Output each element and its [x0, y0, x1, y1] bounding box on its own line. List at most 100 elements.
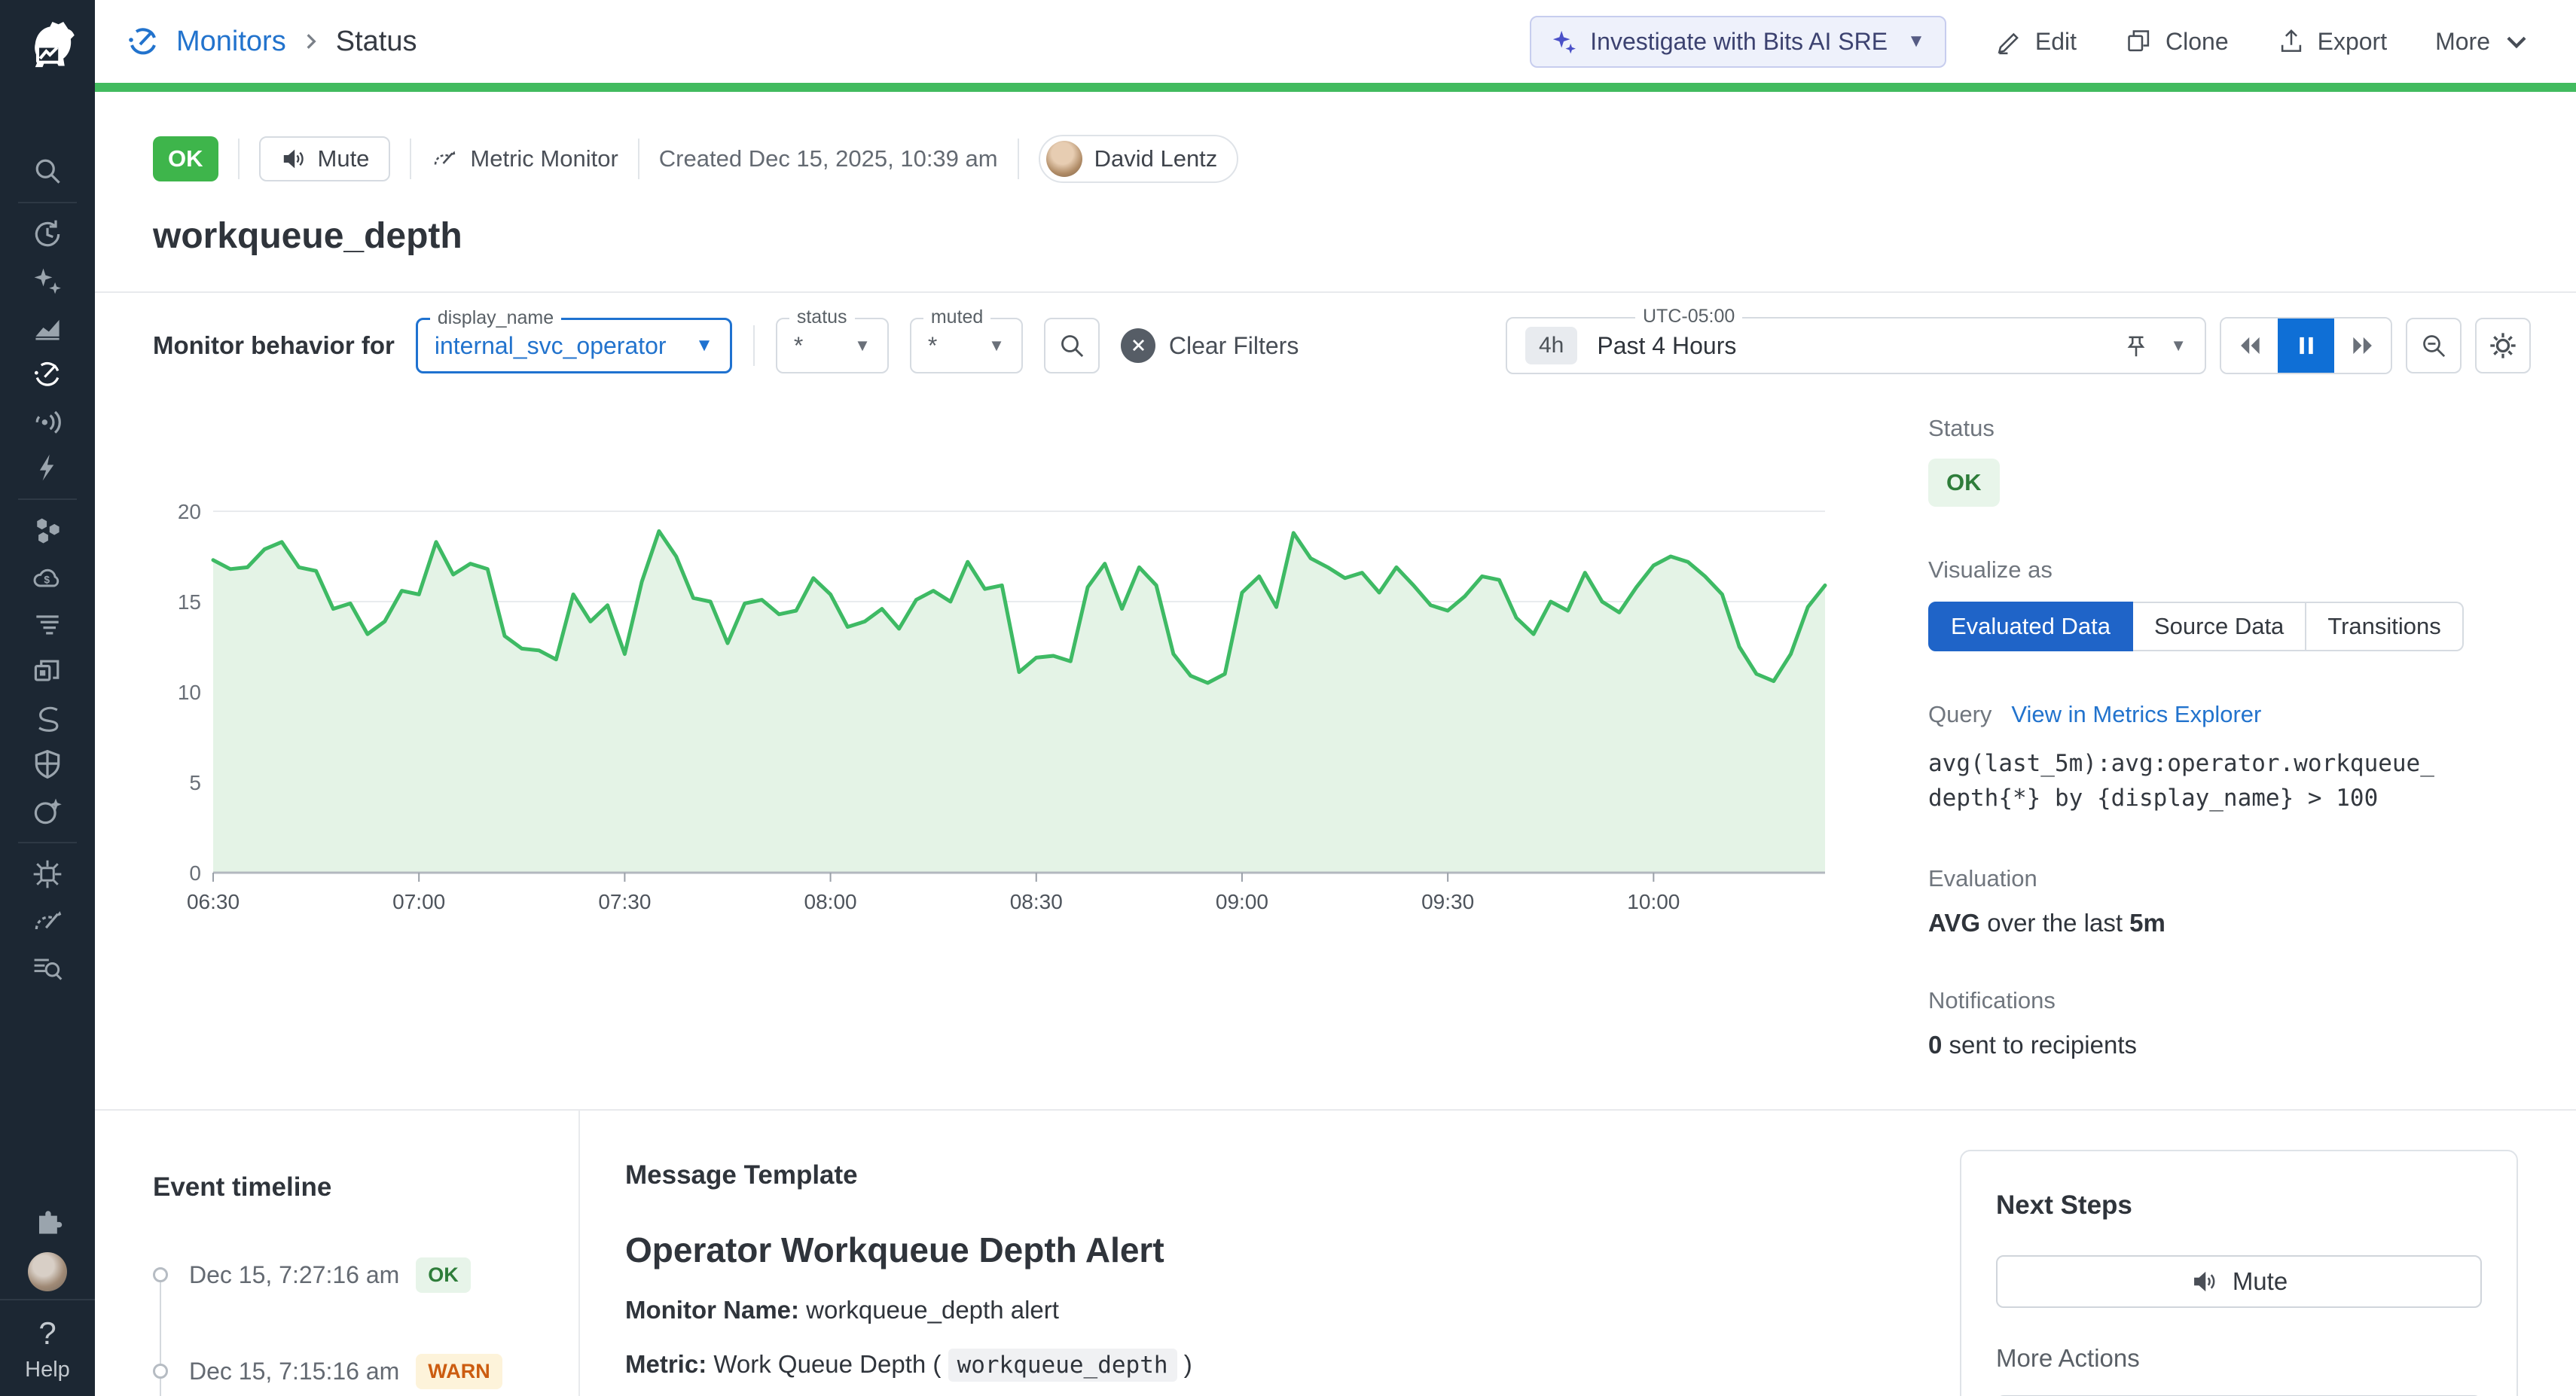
- monitors-icon[interactable]: [0, 351, 95, 398]
- visualize-as-toggle: Evaluated Data Source Data Transitions: [1928, 602, 2464, 651]
- zoom-out-button[interactable]: [2406, 318, 2462, 373]
- svg-text:10: 10: [178, 681, 201, 704]
- metrics-explorer-link[interactable]: View in Metrics Explorer: [2011, 701, 2262, 727]
- svg-text:0: 0: [189, 861, 201, 885]
- monitor-chart[interactable]: 0 5 10 15 20 06:30 07:00 07:30 08:00 08:30 09:00 09…: [153, 501, 1868, 922]
- monitor-status-row: OK Mute Metric Monitor Created Dec 15, 2…: [153, 134, 2518, 184]
- history-icon[interactable]: [0, 211, 95, 258]
- muted-filter[interactable]: muted * ▼: [909, 306, 1023, 373]
- edit-button[interactable]: Edit: [1995, 27, 2077, 56]
- author-pill[interactable]: David Lentz: [1038, 135, 1239, 183]
- svg-text:09:30: 09:30: [1421, 890, 1474, 913]
- pin-icon[interactable]: [2122, 331, 2150, 360]
- duration-chip: 4h: [1525, 327, 1578, 364]
- display-name-filter-label: display_name: [429, 307, 562, 329]
- export-upload-icon: [2281, 29, 2301, 52]
- monitor-name-line: Monitor Name: workqueue_depth alert: [625, 1296, 1059, 1324]
- cloud-cost-icon[interactable]: $: [0, 554, 95, 601]
- next-steps-mute-button[interactable]: Mute: [1996, 1255, 2482, 1308]
- next-steps-heading: Next Steps: [1996, 1190, 2132, 1220]
- scrub-forward-button[interactable]: [2334, 319, 2391, 373]
- event-status-badge: OK: [416, 1257, 471, 1293]
- llm-observability-icon[interactable]: [0, 788, 95, 834]
- chevron-down-icon: ▼: [1907, 31, 1925, 51]
- pipelines-icon[interactable]: [0, 694, 95, 741]
- display-name-filter-value: internal_svc_operator: [434, 331, 667, 359]
- chart-section: 0 5 10 15 20 06:30 07:00 07:30 08:00 08:30 09:00 09…: [95, 374, 2576, 1059]
- metrics-icon[interactable]: [0, 304, 95, 351]
- synthetics-icon[interactable]: [0, 898, 95, 944]
- breadcrumb-monitors-link[interactable]: Monitors: [176, 25, 286, 57]
- svg-text:07:30: 07:30: [598, 890, 651, 913]
- scrub-backward-button[interactable]: [2221, 319, 2278, 373]
- divider: [1017, 139, 1019, 179]
- mute-button[interactable]: Mute: [258, 136, 391, 181]
- more-label: More: [2435, 27, 2490, 55]
- dashboards-icon[interactable]: [0, 648, 95, 694]
- svg-text:5: 5: [189, 771, 201, 794]
- search-icon[interactable]: [0, 148, 95, 194]
- integrations-puzzle-icon[interactable]: [0, 1198, 95, 1245]
- tab-source-data[interactable]: Source Data: [2132, 602, 2307, 651]
- metric-line: Metric: Work Queue Depth ( workqueue_dep…: [625, 1349, 1900, 1382]
- filter-search-button[interactable]: [1043, 318, 1100, 373]
- event-status-badge: WARN: [416, 1353, 502, 1389]
- toolbar: Monitor behavior for display_name intern…: [95, 293, 2576, 374]
- svg-text:09:00: 09:00: [1216, 890, 1268, 913]
- more-button[interactable]: More: [2435, 27, 2531, 56]
- timeline-event[interactable]: Dec 15, 7:27:16 am OK: [153, 1255, 578, 1294]
- behavior-label: Monitor behavior for: [153, 331, 395, 359]
- datadog-logo[interactable]: [0, 0, 95, 83]
- status-filter[interactable]: status * ▼: [775, 306, 889, 373]
- display-name-filter[interactable]: display_name internal_svc_operator ▼: [415, 307, 732, 373]
- export-button[interactable]: Export: [2277, 27, 2387, 56]
- events-bolt-icon[interactable]: [0, 444, 95, 491]
- breadcrumb: Monitors Status: [125, 23, 417, 59]
- created-timestamp: Created Dec 15, 2025, 10:39 am: [658, 145, 998, 172]
- monitor-type: Metric Monitor: [431, 145, 618, 172]
- timeline-node-icon: [153, 1364, 168, 1379]
- tab-evaluated-data[interactable]: Evaluated Data: [1928, 602, 2133, 651]
- timeline-node-icon: [153, 1267, 168, 1282]
- time-controls: UTC-05:00 4h Past 4 Hours ▼: [1506, 306, 2531, 374]
- event-time: Dec 15, 7:15:16 am: [189, 1357, 400, 1385]
- clone-label: Clone: [2165, 27, 2229, 55]
- user-avatar[interactable]: [28, 1252, 67, 1291]
- investigate-bits-ai-button[interactable]: Investigate with Bits AI SRE ▼: [1530, 15, 1946, 68]
- security-icon[interactable]: [0, 741, 95, 788]
- clear-filters-button[interactable]: + Clear Filters: [1120, 328, 1299, 363]
- next-steps-column: Next Steps Mute More Actions Declare Inc…: [1960, 1111, 2576, 1396]
- tab-transitions[interactable]: Transitions: [2306, 602, 2464, 651]
- query-expression: avg(last_5m):avg:operator.workqueue_ dept…: [1928, 750, 2434, 812]
- infrastructure-icon[interactable]: [0, 507, 95, 554]
- author-name: David Lentz: [1094, 145, 1218, 172]
- event-timeline-heading: Event timeline: [153, 1172, 332, 1202]
- divider: [752, 325, 755, 366]
- chevron-right-icon: [307, 34, 316, 49]
- evaluation-label: Evaluation: [1928, 865, 2037, 892]
- logs-icon[interactable]: [0, 601, 95, 648]
- gear-icon: [2490, 333, 2516, 358]
- error-tracking-icon[interactable]: [0, 851, 95, 898]
- graph-settings-button[interactable]: [2475, 318, 2531, 373]
- help-button[interactable]: ? Help: [0, 1299, 95, 1396]
- copilot-sparkles-icon[interactable]: [0, 258, 95, 304]
- clear-filters-x-icon: +: [1120, 328, 1155, 363]
- event-time: Dec 15, 7:27:16 am: [189, 1260, 400, 1288]
- log-management-icon[interactable]: [0, 944, 95, 991]
- investigate-label: Investigate with Bits AI SRE: [1590, 27, 1888, 55]
- clone-button[interactable]: Clone: [2125, 27, 2229, 56]
- metric-code-chip: workqueue_depth: [948, 1349, 1177, 1382]
- chart-wrap: 0 5 10 15 20 06:30 07:00 07:30 08:00 08:30 09:00 09…: [153, 404, 1868, 1059]
- speaker-icon: [2193, 1271, 2215, 1292]
- timeline-event[interactable]: Dec 15, 7:15:16 am WARN: [153, 1352, 578, 1391]
- svg-text:15: 15: [178, 590, 201, 614]
- notifications-value: 0 sent to recipients: [1928, 1031, 2137, 1059]
- filter-group: Monitor behavior for display_name intern…: [153, 306, 1299, 373]
- muted-filter-label: muted: [923, 306, 991, 328]
- time-range-selector[interactable]: UTC-05:00 4h Past 4 Hours ▼: [1506, 306, 2206, 374]
- pause-live-button[interactable]: [2278, 319, 2334, 373]
- monitor-details-panel: Status OK Visualize as Evaluated Data So…: [1928, 404, 2531, 1059]
- zoom-out-icon: [2423, 335, 2446, 358]
- watchdog-icon[interactable]: [0, 398, 95, 444]
